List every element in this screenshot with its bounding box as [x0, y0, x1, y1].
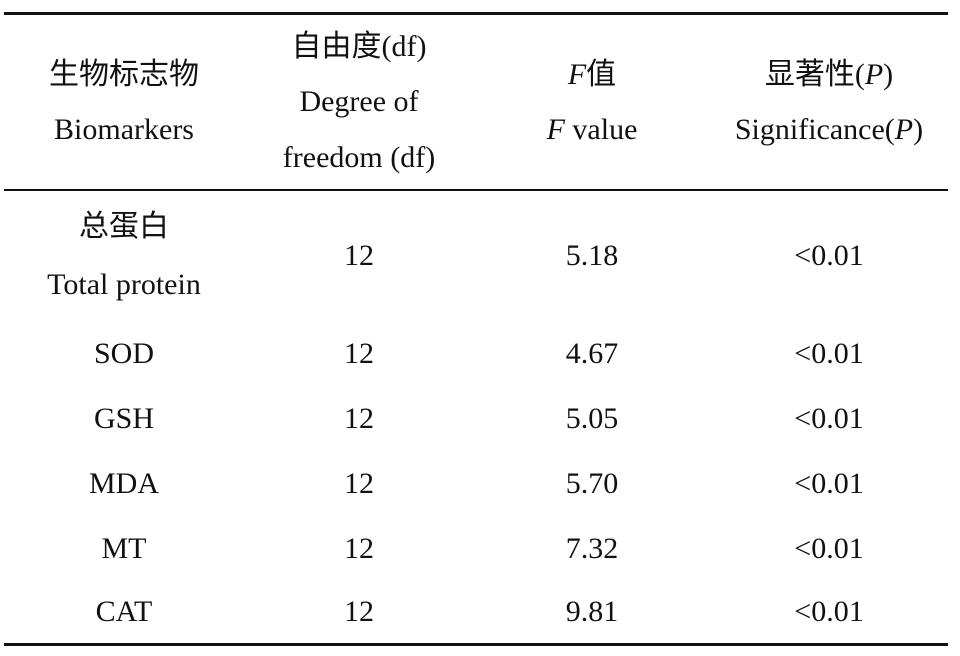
- header-df-en-2: freedom (df): [282, 140, 436, 174]
- cell-significance: <0.01: [794, 401, 864, 435]
- header-sig-zh-text: 显著性(: [764, 57, 865, 91]
- cell-significance: <0.01: [794, 239, 864, 272]
- cell-f-value: 5.70: [565, 466, 619, 500]
- header-sig-zh-var: P: [864, 57, 884, 91]
- cell-biomarker-gsh: GSH: [93, 401, 154, 435]
- header-significance: 显著性(P) Significance(P): [710, 15, 948, 189]
- table-bottom-rule: [4, 643, 948, 646]
- cell-f-value: 4.67: [565, 336, 619, 370]
- cell-f-value: 7.32: [565, 531, 619, 565]
- cell-f-value: 9.81: [565, 595, 619, 628]
- cell-df: 12: [344, 336, 374, 370]
- cell-biomarker-sod: SOD: [93, 336, 154, 370]
- cell-df: 12: [344, 466, 374, 500]
- header-f-en: F value: [547, 102, 638, 158]
- header-sig-en-close: ): [913, 113, 924, 146]
- header-f-zh: F值: [568, 47, 616, 103]
- header-f-zh-text: 值: [586, 57, 617, 91]
- cell-significance: <0.01: [794, 531, 864, 565]
- table-header-rule: [4, 189, 948, 191]
- cell-biomarker-total-protein: 总蛋白 Total protein: [4, 191, 244, 321]
- header-biomarkers-zh: 生物标志物: [49, 57, 199, 91]
- cell-df: 12: [344, 531, 374, 565]
- header-biomarkers-en: Biomarkers: [54, 113, 194, 146]
- header-f-zh-var: F: [567, 57, 587, 91]
- biomarker-en: Total protein: [47, 268, 201, 301]
- cell-significance: <0.01: [794, 336, 864, 370]
- cell-f-value: 5.05: [565, 401, 619, 435]
- cell-significance: <0.01: [794, 466, 864, 500]
- table-top-rule: [4, 12, 948, 15]
- cell-df: 12: [344, 401, 374, 435]
- biomarker-zh: 总蛋白: [79, 210, 169, 243]
- header-degree-of-freedom: 自由度(df) Degree of freedom (df): [244, 15, 474, 189]
- cell-biomarker-cat: CAT: [95, 595, 153, 628]
- header-f-value: F值 F value: [474, 15, 710, 189]
- cell-biomarker-mt: MT: [101, 531, 147, 565]
- cell-f-value: 5.18: [565, 239, 619, 272]
- header-f-en-var: F: [546, 113, 565, 146]
- cell-df: 12: [344, 239, 374, 272]
- header-f-en-text: value: [564, 113, 638, 146]
- cell-significance: <0.01: [794, 595, 864, 628]
- header-df-en-1: Degree of: [299, 85, 419, 119]
- header-sig-en-var: P: [894, 113, 914, 146]
- cell-df: 12: [344, 595, 374, 628]
- header-sig-zh-close: ): [883, 57, 894, 91]
- header-biomarkers: 生物标志物 Biomarkers: [4, 15, 244, 189]
- header-df-zh: 自由度(df): [291, 29, 427, 63]
- header-sig-zh: 显著性(P): [765, 47, 893, 103]
- header-sig-en: Significance(P): [735, 102, 923, 158]
- header-sig-en-text: Significance(: [734, 113, 895, 146]
- cell-biomarker-mda: MDA: [88, 466, 159, 500]
